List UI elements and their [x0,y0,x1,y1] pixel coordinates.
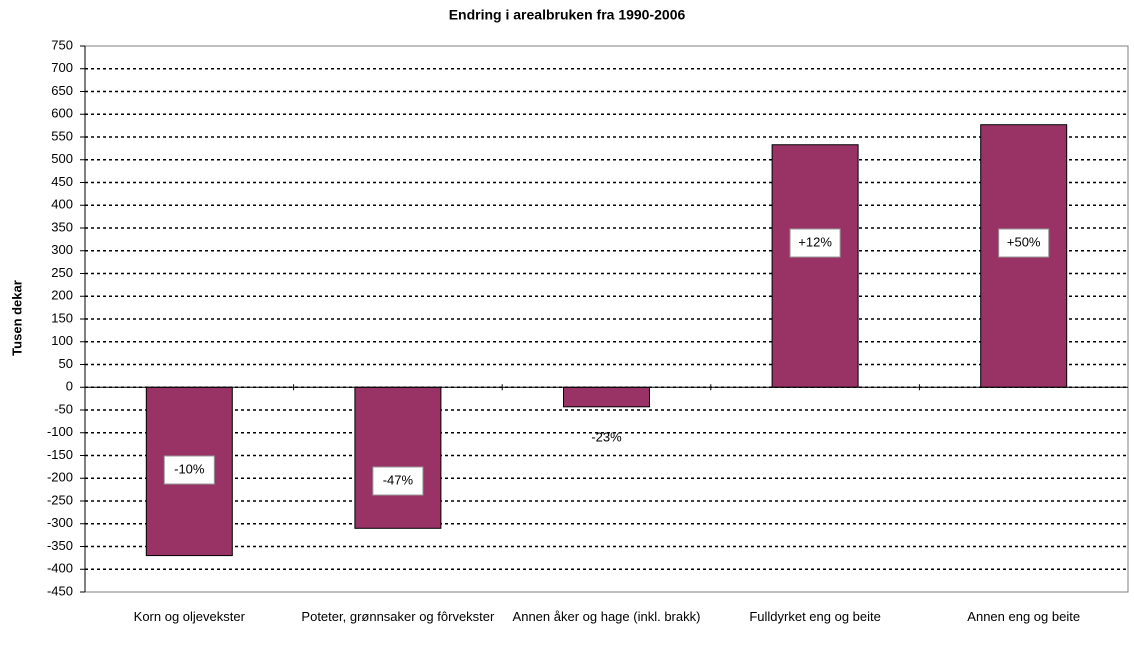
y-tick-label: 200 [51,288,73,303]
annotation-box [372,466,424,496]
y-tick-label: 700 [51,60,73,75]
y-tick-label: 550 [51,128,73,143]
y-tick-label: 150 [51,310,73,325]
y-tick-label: -400 [47,561,73,576]
y-tick-label: 50 [59,356,73,371]
y-axis-label: Tusen dekar [9,280,24,356]
y-tick-label: 750 [51,37,73,52]
x-tick-label: Annen åker og hage (inkl. brakk) [512,609,701,624]
bar [354,386,442,529]
y-tick-label: -250 [47,492,73,507]
annotation: +12% [798,234,832,249]
y-tick-label: 450 [51,174,73,189]
y-tick-label: 600 [51,106,73,121]
bar [771,144,859,388]
annotation: -23% [591,429,622,444]
y-tick-label: 500 [51,151,73,166]
y-tick-label: -50 [54,401,73,416]
annotation: -47% [383,472,414,487]
y-tick-label: -350 [47,538,73,553]
bar [563,386,650,408]
chart-title: Endring i arealbruken fra 1990-2006 [449,7,686,23]
annotation-box [163,455,215,485]
y-tick-label: -150 [47,447,73,462]
y-tick-label: -450 [47,583,73,598]
y-tick-label: 300 [51,242,73,257]
annotation-box [789,228,841,258]
annotation-box [998,228,1050,258]
y-tick-label: -300 [47,515,73,530]
y-tick-label: 0 [66,379,73,394]
x-tick-label: Annen eng og beite [967,609,1081,624]
y-tick-label: 400 [51,197,73,212]
y-tick-label: -200 [47,470,73,485]
y-tick-label: 350 [51,219,73,234]
y-tick-label: 100 [51,333,73,348]
x-tick-label: Korn og oljevekster [133,609,245,624]
annotation: -10% [174,461,205,476]
x-tick-label: Fulldyrket eng og beite [749,609,881,624]
y-tick-label: -100 [47,424,73,439]
y-tick-label: 250 [51,265,73,280]
x-tick-label: Poteter, grønnsaker og fôrvekster [301,609,495,624]
annotation: +50% [1007,234,1041,249]
y-tick-label: 650 [51,83,73,98]
